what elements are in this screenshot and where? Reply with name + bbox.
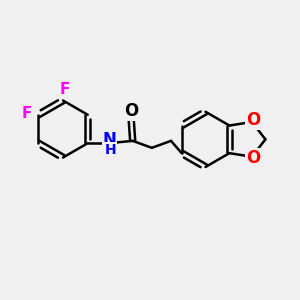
Text: O: O [246,112,260,130]
Text: F: F [22,106,32,121]
Text: O: O [124,102,138,120]
Text: N: N [102,131,116,148]
Text: H: H [104,143,116,157]
Text: O: O [246,149,260,167]
Text: F: F [59,82,70,97]
